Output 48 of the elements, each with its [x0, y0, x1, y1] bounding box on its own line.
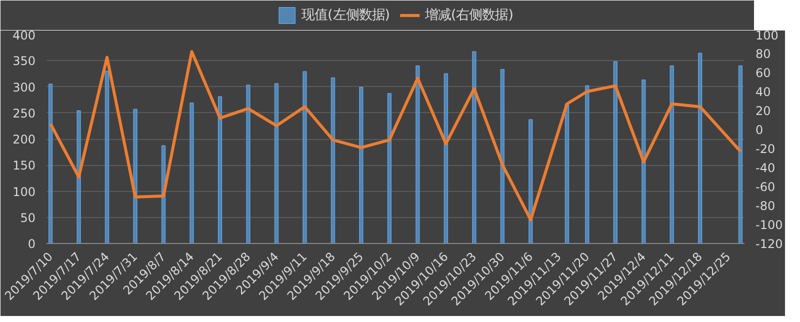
bar: [48, 84, 53, 244]
line-series: [49, 50, 742, 222]
y-tick-label: 100: [12, 184, 36, 199]
bar: [613, 61, 618, 244]
bar: [738, 65, 743, 244]
bar: [359, 86, 364, 244]
bar: [104, 70, 110, 244]
y-tick-label: 200: [12, 132, 36, 146]
bar: [500, 69, 505, 244]
bar: [642, 79, 646, 244]
bar: [218, 96, 222, 244]
bar: [472, 51, 476, 244]
y2-tick-label: 0: [756, 123, 764, 137]
legend-label: 现值(左侧数据): [302, 7, 390, 24]
legend-label: 增减(右侧数据): [425, 7, 514, 24]
bar: [302, 71, 307, 244]
y2-tick-label: -80: [756, 199, 776, 213]
bar: [585, 85, 590, 244]
y2-tick-label: 80: [756, 47, 771, 61]
bar: [416, 65, 420, 244]
y2-tick-label: 20: [756, 104, 771, 118]
bar: [670, 65, 674, 244]
bar: [564, 103, 570, 244]
y-tick-label: 150: [12, 158, 36, 173]
bar: [246, 84, 250, 244]
y-tick-label: 350: [12, 54, 36, 68]
bar: [444, 73, 448, 244]
y2-tick-label: -60: [756, 180, 776, 194]
bar: [387, 93, 392, 244]
y-tick-label: 50: [20, 210, 36, 225]
y-tick-label: 300: [12, 80, 36, 94]
y2-tick-label: -40: [756, 161, 776, 175]
y-tick-label: 400: [12, 28, 36, 42]
y-tick-label: 0: [28, 237, 36, 251]
y2-tick-label: -100: [756, 218, 783, 232]
bar: [330, 77, 336, 244]
y2-tick-label: 60: [756, 66, 771, 80]
bar: [274, 83, 279, 244]
y2-tick-label: 100: [756, 28, 778, 42]
bar: [698, 52, 702, 244]
bar: [528, 119, 533, 244]
y2-tick-label: 40: [756, 85, 771, 99]
y2-tick-label: -20: [756, 142, 776, 156]
bar: [133, 108, 138, 244]
y2-tick-label: -120: [756, 237, 783, 251]
bar: [76, 110, 81, 244]
bar: [190, 102, 194, 244]
y-tick-label: 250: [12, 106, 36, 120]
